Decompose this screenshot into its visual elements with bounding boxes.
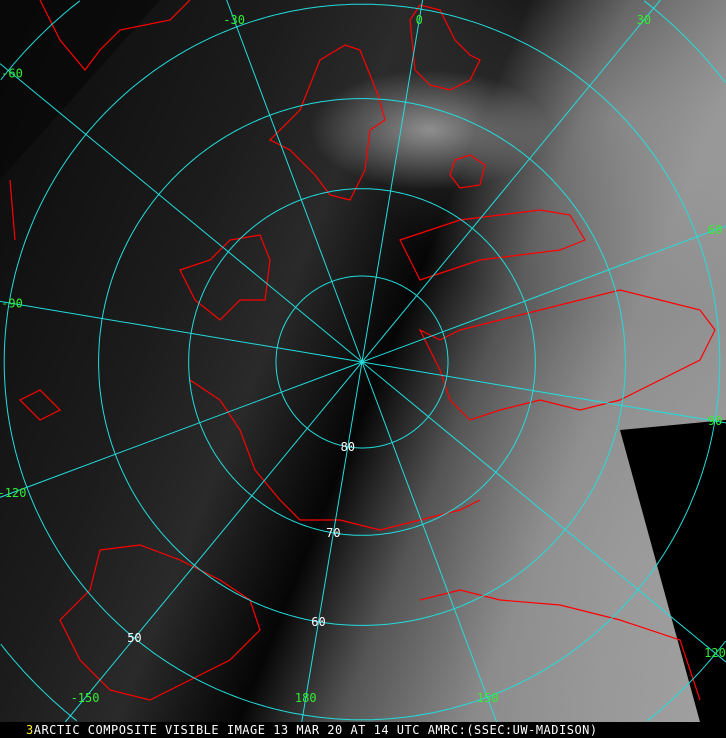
meridian-180 bbox=[301, 361, 363, 722]
coastline-labrador bbox=[39, 0, 191, 71]
grid-labels: -30 0 30 -60 -90 -120 -150 180 150 120 90 60 80 70 60 5… bbox=[0, 13, 726, 705]
lat-lon-grid bbox=[0, 0, 726, 722]
no-data-region bbox=[620, 420, 726, 722]
meridian--90 bbox=[0, 300, 363, 363]
lon-label: 180 bbox=[295, 691, 317, 705]
coastline-svalbard bbox=[399, 209, 586, 281]
meridian-90 bbox=[361, 361, 726, 424]
lat-label: 60 bbox=[311, 615, 325, 629]
frame-number: 3 bbox=[26, 723, 34, 737]
coastlines bbox=[9, 0, 716, 701]
no-data-region bbox=[0, 0, 160, 180]
meridian-150 bbox=[361, 361, 498, 722]
latitude-circle-60 bbox=[98, 98, 626, 626]
latitude-circle-40 bbox=[0, 0, 726, 722]
latitude-circle-70 bbox=[188, 188, 536, 536]
caption-text: ARCTIC COMPOSITE VISIBLE IMAGE 13 MAR 20… bbox=[33, 723, 598, 737]
meridian-30 bbox=[361, 0, 661, 363]
lon-label: -90 bbox=[1, 296, 23, 310]
latitude-circle-80 bbox=[275, 275, 449, 449]
lon-label: 0 bbox=[416, 13, 423, 27]
meridian-60 bbox=[361, 225, 726, 363]
lon-label: -120 bbox=[0, 486, 26, 500]
lon-label: 150 bbox=[477, 691, 499, 705]
lon-label: -30 bbox=[223, 13, 245, 27]
meridian-0 bbox=[361, 0, 424, 363]
meridian--120 bbox=[0, 361, 363, 498]
lon-label: 120 bbox=[704, 646, 726, 660]
coastline-greenland bbox=[268, 44, 386, 201]
lon-label: -60 bbox=[1, 66, 23, 80]
lon-label: 90 bbox=[708, 414, 722, 428]
coastline-iceland bbox=[449, 154, 486, 189]
map-overlay: -30 0 30 -60 -90 -120 -150 180 150 120 90 60 80 70 60 5… bbox=[0, 0, 726, 722]
meridian--150 bbox=[64, 361, 363, 722]
lat-label: 80 bbox=[341, 440, 355, 454]
coastline-alaska bbox=[59, 544, 261, 701]
coastline-scandinavia bbox=[409, 4, 481, 91]
meridian-120 bbox=[361, 361, 726, 663]
coastline-kamchatka bbox=[419, 589, 701, 701]
lat-label: 70 bbox=[326, 526, 340, 540]
lat-label: 50 bbox=[127, 631, 141, 645]
lon-label: -150 bbox=[71, 691, 100, 705]
lon-label: 60 bbox=[708, 223, 722, 237]
coastline-hudson bbox=[9, 179, 62, 421]
coastline-canada-arctic bbox=[189, 379, 481, 531]
lon-label: 30 bbox=[637, 13, 651, 27]
meridian--60 bbox=[0, 63, 363, 363]
coastline-canada-north bbox=[179, 234, 271, 321]
latitude-circle-50 bbox=[3, 3, 721, 721]
coastline-siberia bbox=[418, 289, 716, 421]
meridian--30 bbox=[226, 0, 363, 363]
image-caption: 3ARCTIC COMPOSITE VISIBLE IMAGE 13 MAR 2… bbox=[26, 723, 598, 737]
